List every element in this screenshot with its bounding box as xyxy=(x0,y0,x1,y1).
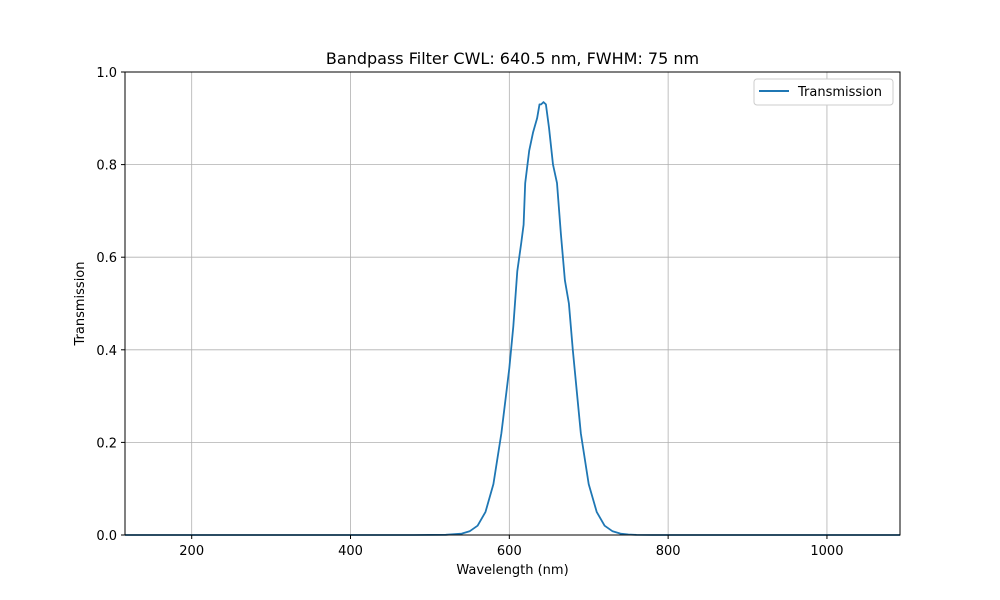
y-tick-label: 0.6 xyxy=(96,251,117,266)
legend: Transmission xyxy=(753,78,894,106)
y-tick-label: 0.0 xyxy=(96,529,117,544)
x-tick-label: 600 xyxy=(497,544,522,559)
legend-box xyxy=(753,78,894,106)
chart-title: Bandpass Filter CWL: 640.5 nm, FWHM: 75 … xyxy=(326,49,699,68)
series-layer xyxy=(125,101,900,536)
x-axis-label: Wavelength (nm) xyxy=(456,563,568,578)
plot-area-frame xyxy=(124,71,901,536)
x-tick-label: 1000 xyxy=(810,544,843,559)
legend-label-transmission: Transmission xyxy=(797,85,882,100)
x-tick-label: 400 xyxy=(338,544,363,559)
x-tick-label: 800 xyxy=(656,544,681,559)
y-tick-label: 0.4 xyxy=(96,344,117,359)
axis-ticks: 200 400 600 800 1000 0.0 0.2 0.4 0.6 0.8 1.0 xyxy=(96,66,843,559)
grid xyxy=(125,71,900,536)
x-tick-label: 200 xyxy=(179,544,204,559)
y-tick-label: 0.2 xyxy=(96,436,117,451)
series-line-transmission xyxy=(125,101,900,536)
y-tick-label: 1.0 xyxy=(96,66,117,81)
y-tick-label: 0.8 xyxy=(96,159,117,174)
y-axis-label: Transmission xyxy=(73,262,88,347)
